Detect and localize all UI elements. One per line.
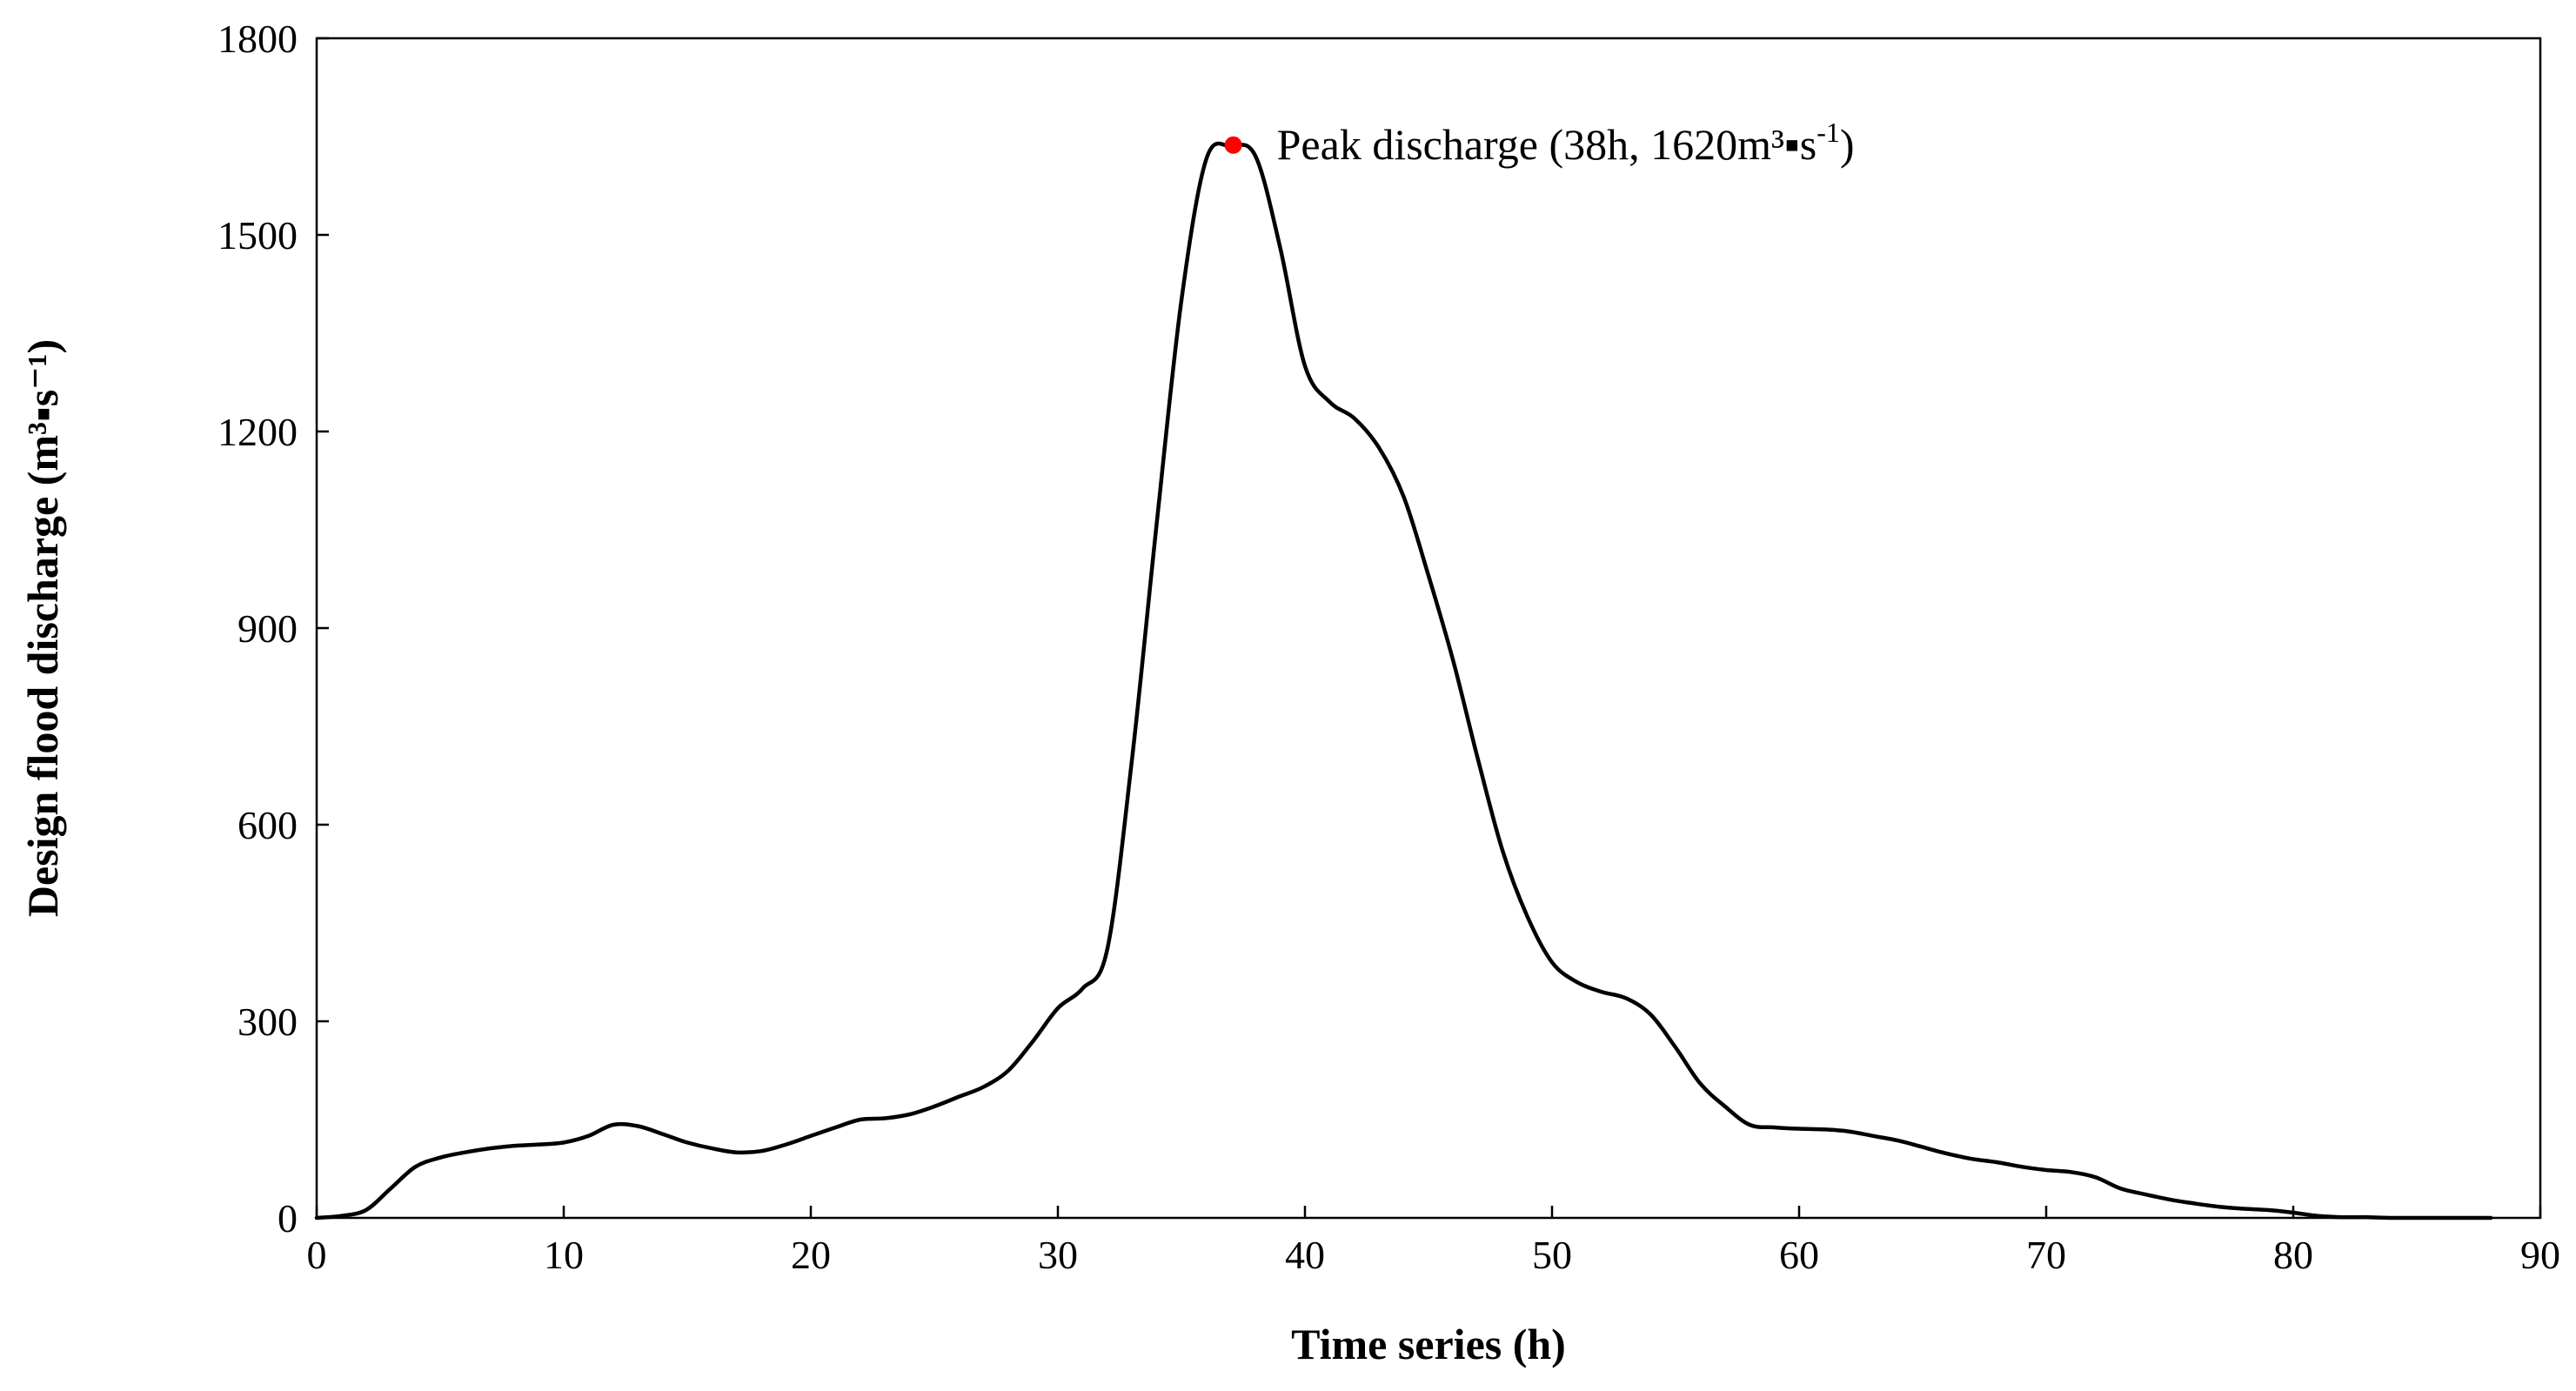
peak-annotation-sup: -1 — [1817, 117, 1840, 148]
x-tick-label: 90 — [2520, 1233, 2560, 1277]
y-tick-label: 1200 — [217, 410, 298, 454]
y-tick-label: 1800 — [217, 17, 298, 61]
series-layer — [314, 141, 2493, 1220]
x-tick-label: 10 — [544, 1233, 584, 1277]
y-axis-label: Design flood discharge (m³▪s⁻¹) — [18, 339, 67, 917]
x-tick-label: 40 — [1285, 1233, 1325, 1277]
y-tick-label: 900 — [238, 606, 298, 651]
plot-frame — [315, 37, 2542, 1220]
y-tick-label: 300 — [238, 1000, 298, 1044]
peak-marker — [1224, 136, 1242, 154]
y-tick-label: 600 — [238, 803, 298, 847]
x-tick-label: 20 — [791, 1233, 831, 1277]
peak-annotation: Peak discharge (38h, 1620m³▪s-1) — [1277, 117, 1855, 169]
x-tick-label: 60 — [1779, 1233, 1819, 1277]
x-tick-label: 30 — [1038, 1233, 1078, 1277]
peak-annotation-end: ) — [1840, 120, 1855, 169]
series-line-0 — [314, 141, 2493, 1220]
x-tick-label: 70 — [2026, 1233, 2066, 1277]
x-axis-label: Time series (h) — [1291, 1320, 1566, 1368]
y-tick-label: 0 — [278, 1196, 298, 1241]
x-tick-label: 80 — [2273, 1233, 2313, 1277]
peak-annotation-main: Peak discharge (38h, 1620m³▪s — [1277, 120, 1817, 169]
annotation-layer: Peak discharge (38h, 1620m³▪s-1) — [1224, 117, 1855, 169]
y-tick-label: 1500 — [217, 213, 298, 257]
axes: 0 10 20 30 40 50 60 70 80 90030060090012001500180… — [18, 17, 2560, 1368]
x-tick-label: 50 — [1532, 1233, 1572, 1277]
x-tick-label: 0 — [307, 1233, 327, 1277]
